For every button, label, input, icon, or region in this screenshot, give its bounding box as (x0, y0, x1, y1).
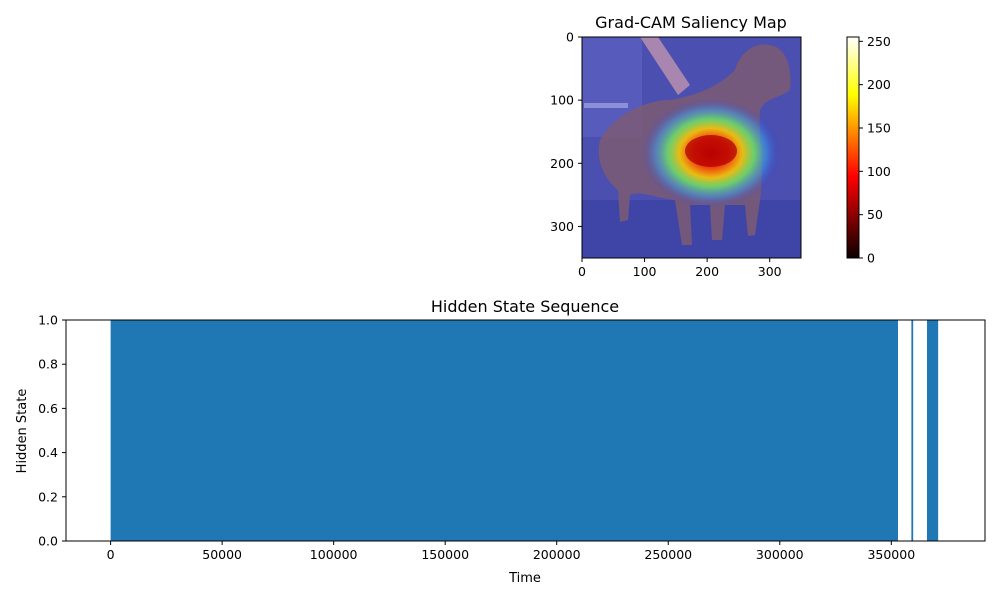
hidden-state-y-ticks: 0.0 0.2 0.4 0.6 0.8 1.0 (38, 313, 66, 549)
x-tick-label: 0 (107, 547, 115, 562)
saliency-y-tick-label: 200 (550, 156, 574, 171)
saliency-y-tick-label: 0 (566, 30, 574, 45)
saliency-x-ticks: 0 100 200 300 (578, 258, 782, 279)
saliency-x-tick-label: 0 (578, 264, 586, 279)
hidden-state-bars (110, 320, 939, 541)
y-axis-label: Hidden State (15, 389, 30, 474)
colorbar-ticks: 0 50 100 150 200 250 (859, 34, 891, 266)
hidden-state-axes-frame (65, 319, 986, 542)
hidden-state-bar (927, 320, 939, 541)
image-floor (582, 200, 801, 258)
colorbar-tick-label: 50 (867, 207, 883, 222)
heat-core (685, 135, 737, 167)
colorbar-tick-label: 100 (867, 164, 891, 179)
x-tick-label: 50000 (202, 547, 242, 562)
colorbar-tick-label: 150 (867, 121, 891, 136)
saliency-y-tick-label: 300 (550, 219, 574, 234)
x-tick-label: 100000 (310, 547, 358, 562)
x-tick-label: 350000 (867, 547, 915, 562)
colorbar-tick-label: 0 (867, 251, 875, 266)
person-arm (640, 37, 690, 95)
saliency-x-tick-label: 300 (758, 264, 782, 279)
colorbar-tick-label: 200 (867, 77, 891, 92)
colorbar-gradient (846, 36, 860, 259)
y-tick-label: 0.0 (38, 534, 58, 549)
saliency-x-tick-label: 200 (695, 264, 719, 279)
colorbar: 0 50 100 150 200 250 (846, 34, 891, 266)
hidden-state-x-ticks: 0 50000 100000 150000 200000 250000 300000 3500… (107, 541, 915, 562)
hidden-state-bar (911, 320, 914, 541)
x-tick-label: 200000 (533, 547, 581, 562)
x-axis-label: Time (508, 571, 541, 586)
saliency-panel: Grad-CAM Saliency Map 0 100 200 300 0 100 200… (550, 13, 802, 279)
x-tick-label: 250000 (644, 547, 692, 562)
hidden-state-bar (110, 320, 899, 541)
y-tick-label: 0.8 (38, 357, 58, 372)
image-shelf (584, 103, 628, 108)
saliency-axes-frame (581, 36, 802, 259)
y-tick-label: 0.6 (38, 401, 58, 416)
y-tick-label: 0.2 (38, 489, 58, 504)
x-tick-label: 150000 (421, 547, 469, 562)
saliency-image (582, 37, 801, 258)
hidden-state-panel: Hidden State Sequence 0 50000 100000 150000… (15, 297, 986, 586)
saliency-x-tick-label: 100 (633, 264, 657, 279)
saliency-y-ticks: 0 100 200 300 (550, 30, 582, 234)
x-tick-label: 300000 (756, 547, 804, 562)
saliency-y-tick-label: 100 (550, 93, 574, 108)
saliency-title: Grad-CAM Saliency Map (595, 13, 787, 32)
y-tick-label: 0.4 (38, 445, 58, 460)
colorbar-tick-label: 250 (867, 34, 891, 49)
hidden-state-title: Hidden State Sequence (431, 297, 619, 316)
y-tick-label: 1.0 (38, 313, 58, 328)
